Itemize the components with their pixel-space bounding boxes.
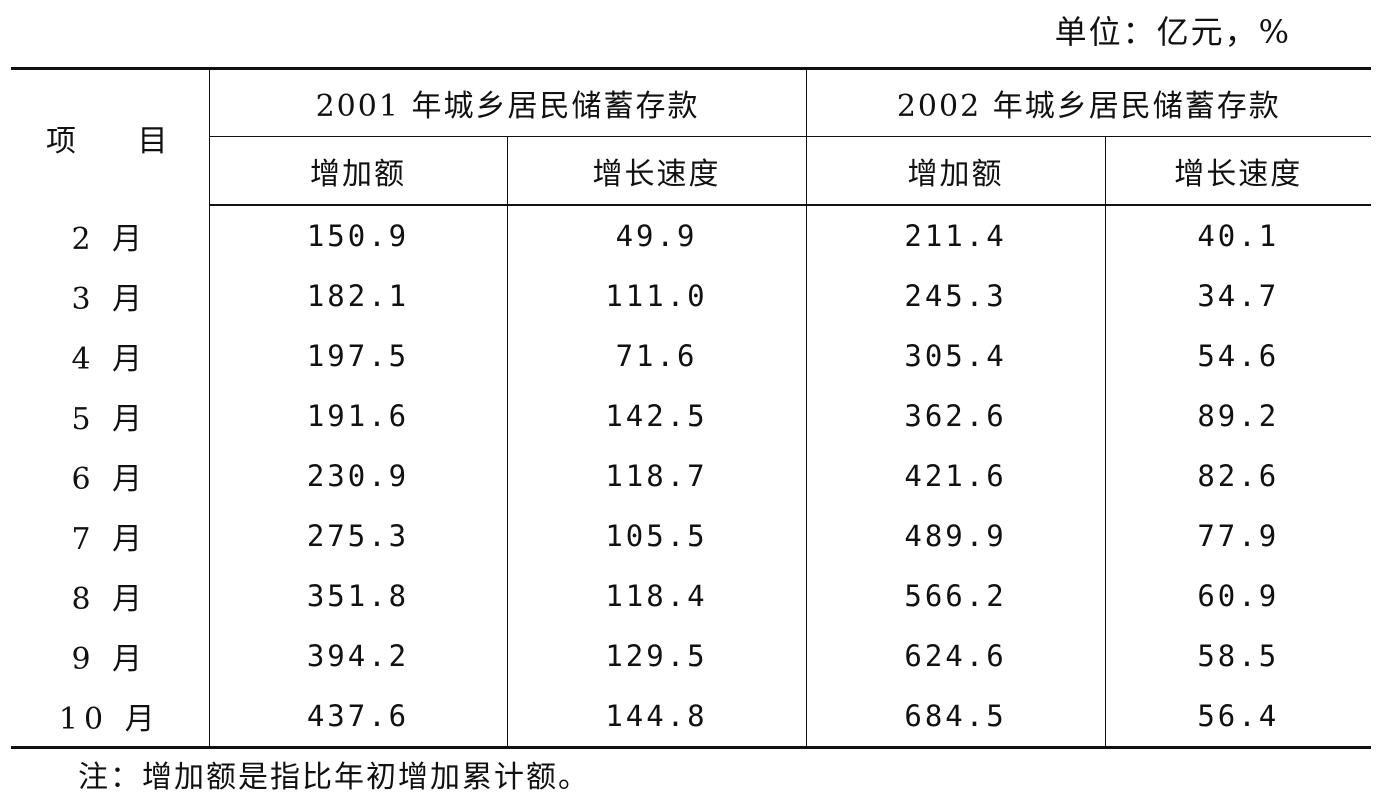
cell-2001-increase: 197.5 [208, 326, 507, 386]
cell-2001-increase: 275.3 [208, 506, 507, 566]
cell-2002-increase: 421.6 [805, 446, 1106, 506]
cell-2002-growth: 34.7 [1104, 266, 1372, 326]
cell-2001-increase: 351.8 [208, 566, 507, 626]
table-row: 7 月 275.3 105.5 489.9 77.9 [11, 506, 1372, 566]
table-body: 2 月 150.9 49.9 211.4 40.1 3 月 182.1 111.0 245.3 3… [11, 205, 1372, 748]
cell-2002-growth: 58.5 [1104, 626, 1372, 686]
cell-2001-increase: 437.6 [208, 686, 507, 748]
table-row: 3 月 182.1 111.0 245.3 34.7 [11, 266, 1372, 326]
row-label-month: 10 月 [58, 702, 161, 737]
col-header-2002-increase: 增加额 [805, 136, 1106, 206]
cell-2001-growth: 111.0 [506, 266, 807, 326]
cell-2001-growth: 105.5 [506, 506, 807, 566]
cell-2001-increase: 182.1 [208, 266, 507, 326]
row-label-month: 4 月 [71, 342, 149, 377]
cell-2002-increase: 489.9 [805, 506, 1106, 566]
cell-2001-increase: 150.9 [208, 205, 507, 266]
row-label-month: 8 月 [71, 582, 149, 617]
table-row: 9 月 394.2 129.5 624.6 58.5 [11, 626, 1372, 686]
cell-2002-increase: 624.6 [805, 626, 1106, 686]
table-header: 项 目 2001 年城乡居民储蓄存款 2002 年城乡居民储蓄存款 增加额 增长… [11, 68, 1372, 206]
cell-2001-increase: 230.9 [208, 446, 507, 506]
table-row: 2 月 150.9 49.9 211.4 40.1 [11, 205, 1372, 266]
cell-2002-growth: 77.9 [1104, 506, 1372, 566]
row-label-month: 6 月 [71, 462, 149, 497]
cell-2001-growth: 118.7 [506, 446, 807, 506]
unit-label: 单位：亿元，% [1054, 13, 1291, 51]
cell-2001-growth: 118.4 [506, 566, 807, 626]
cell-2002-increase: 566.2 [805, 566, 1106, 626]
cell-2001-growth: 49.9 [506, 205, 807, 266]
cell-2002-growth: 89.2 [1104, 386, 1372, 446]
cell-2001-growth: 71.6 [506, 326, 807, 386]
group-header-2002: 2002 年城乡居民储蓄存款 [805, 68, 1372, 137]
table-row: 4 月 197.5 71.6 305.4 54.6 [11, 326, 1372, 386]
row-label-month: 2 月 [71, 221, 149, 257]
cell-2001-growth: 142.5 [506, 386, 807, 446]
cell-2002-increase: 245.3 [805, 266, 1106, 326]
cell-2002-increase: 362.6 [805, 386, 1106, 446]
cell-2001-increase: 191.6 [208, 386, 507, 446]
row-label-month: 5 月 [71, 402, 149, 437]
row-header-item: 项 目 [45, 123, 194, 159]
row-label-month: 7 月 [71, 522, 149, 557]
savings-table: 项 目 2001 年城乡居民储蓄存款 2002 年城乡居民储蓄存款 增加额 增长… [11, 67, 1372, 749]
cell-2001-increase: 394.2 [208, 626, 507, 686]
col-header-2002-growth: 增长速度 [1104, 136, 1372, 206]
table-row: 5 月 191.6 142.5 362.6 89.2 [11, 386, 1372, 446]
cell-2002-growth: 82.6 [1104, 446, 1372, 506]
cell-2002-growth: 60.9 [1104, 566, 1372, 626]
col-header-2001-increase: 增加额 [208, 136, 507, 206]
cell-2001-growth: 144.8 [506, 686, 807, 748]
cell-2001-growth: 129.5 [506, 626, 807, 686]
footnote: 注：增加额是指比年初增加累计额。 [78, 760, 590, 795]
cell-2002-increase: 684.5 [805, 686, 1106, 748]
col-header-2001-growth: 增长速度 [506, 136, 807, 206]
cell-2002-growth: 56.4 [1104, 686, 1372, 748]
savings-table-container: 项 目 2001 年城乡居民储蓄存款 2002 年城乡居民储蓄存款 增加额 增长… [11, 67, 1372, 749]
table-row: 10 月 437.6 144.8 684.5 56.4 [11, 686, 1372, 748]
cell-2002-growth: 40.1 [1104, 205, 1372, 266]
row-label-month: 9 月 [71, 642, 149, 677]
cell-2002-increase: 305.4 [805, 326, 1106, 386]
cell-2002-growth: 54.6 [1104, 326, 1372, 386]
group-header-2001: 2001 年城乡居民储蓄存款 [208, 68, 807, 137]
row-label-month: 3 月 [71, 282, 149, 317]
cell-2002-increase: 211.4 [805, 205, 1106, 266]
table-row: 6 月 230.9 118.7 421.6 82.6 [11, 446, 1372, 506]
table-row: 8 月 351.8 118.4 566.2 60.9 [11, 566, 1372, 626]
